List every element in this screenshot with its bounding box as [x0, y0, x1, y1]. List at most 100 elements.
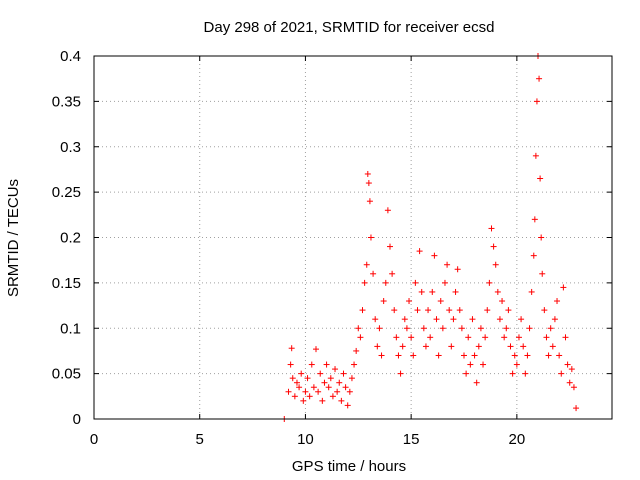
x-axis-ticks: 0 5 10 15 20 — [90, 56, 525, 448]
data-point — [395, 352, 402, 359]
data-point — [501, 334, 508, 341]
data-point — [389, 270, 396, 277]
data-point — [315, 388, 322, 395]
data-point — [492, 261, 499, 268]
data-point — [431, 252, 438, 259]
data-point — [289, 375, 296, 382]
data-point — [365, 180, 372, 187]
data-point — [401, 316, 408, 323]
data-point — [384, 207, 391, 214]
data-point — [522, 370, 529, 377]
data-point — [342, 384, 349, 391]
y-tick-label: 0.35 — [52, 93, 81, 110]
data-point — [541, 307, 548, 314]
data-point — [568, 366, 575, 373]
data-point — [357, 334, 364, 341]
data-point — [549, 343, 556, 350]
data-point — [513, 361, 520, 368]
data-point — [376, 325, 383, 332]
data-point — [539, 270, 546, 277]
data-point — [505, 307, 512, 314]
data-point — [475, 343, 482, 350]
data-point — [503, 325, 510, 332]
data-point — [518, 316, 525, 323]
data-point — [452, 288, 459, 295]
y-tick-label: 0.1 — [60, 320, 81, 337]
data-point — [484, 307, 491, 314]
data-point — [412, 279, 419, 286]
grid-lines — [94, 56, 612, 419]
data-point — [422, 343, 429, 350]
data-point — [507, 343, 514, 350]
data-point — [456, 307, 463, 314]
data-point — [490, 243, 497, 250]
x-tick-label: 10 — [297, 431, 314, 448]
data-point — [344, 402, 351, 409]
data-point — [336, 379, 343, 386]
data-point — [562, 334, 569, 341]
data-point — [531, 216, 538, 223]
data-point — [530, 252, 537, 259]
data-point — [509, 370, 516, 377]
data-point — [458, 325, 465, 332]
data-point — [551, 316, 558, 323]
data-point — [465, 334, 472, 341]
data-point — [536, 75, 543, 82]
data-point — [461, 352, 467, 359]
data-point — [494, 288, 501, 295]
data-point — [427, 334, 434, 341]
data-point — [323, 361, 330, 368]
data-point — [537, 175, 544, 182]
data-point — [446, 307, 453, 314]
data-point — [410, 352, 417, 359]
data-point — [467, 361, 474, 368]
data-point — [313, 346, 319, 353]
data-point — [319, 397, 326, 404]
data-points — [281, 53, 580, 422]
data-point — [374, 343, 381, 350]
data-point — [471, 352, 478, 359]
data-point — [359, 307, 366, 314]
data-point — [380, 298, 387, 305]
data-point — [378, 352, 385, 359]
data-point — [291, 393, 298, 400]
data-point — [486, 279, 493, 286]
data-point — [372, 316, 379, 323]
data-point — [547, 325, 554, 332]
data-point — [437, 298, 444, 305]
data-point — [488, 225, 495, 232]
x-tick-label: 20 — [509, 431, 526, 448]
data-point — [287, 361, 294, 368]
data-point — [511, 352, 518, 359]
data-point — [285, 388, 292, 395]
data-point — [346, 388, 353, 395]
data-point — [463, 370, 470, 377]
data-point — [332, 366, 339, 373]
data-point — [496, 316, 503, 323]
data-point — [353, 347, 360, 354]
data-point — [298, 370, 305, 377]
data-point — [532, 152, 539, 159]
data-point — [573, 405, 580, 412]
data-point — [325, 384, 332, 391]
data-point — [367, 234, 374, 241]
y-tick-label: 0.4 — [60, 48, 81, 65]
y-tick-label: 0.15 — [52, 275, 81, 292]
data-point — [288, 345, 295, 352]
data-point — [391, 307, 398, 314]
data-point — [435, 352, 442, 359]
data-point — [310, 384, 317, 391]
y-tick-label: 0.05 — [52, 366, 81, 383]
data-point — [348, 375, 355, 382]
data-point — [533, 98, 540, 105]
data-point — [416, 248, 423, 255]
data-point — [538, 234, 545, 241]
data-point — [334, 388, 341, 395]
data-point — [340, 370, 347, 377]
data-point — [439, 325, 446, 332]
y-tick-label: 0.25 — [52, 184, 81, 201]
data-point — [408, 334, 415, 341]
data-point — [296, 384, 303, 391]
data-point — [361, 279, 368, 286]
